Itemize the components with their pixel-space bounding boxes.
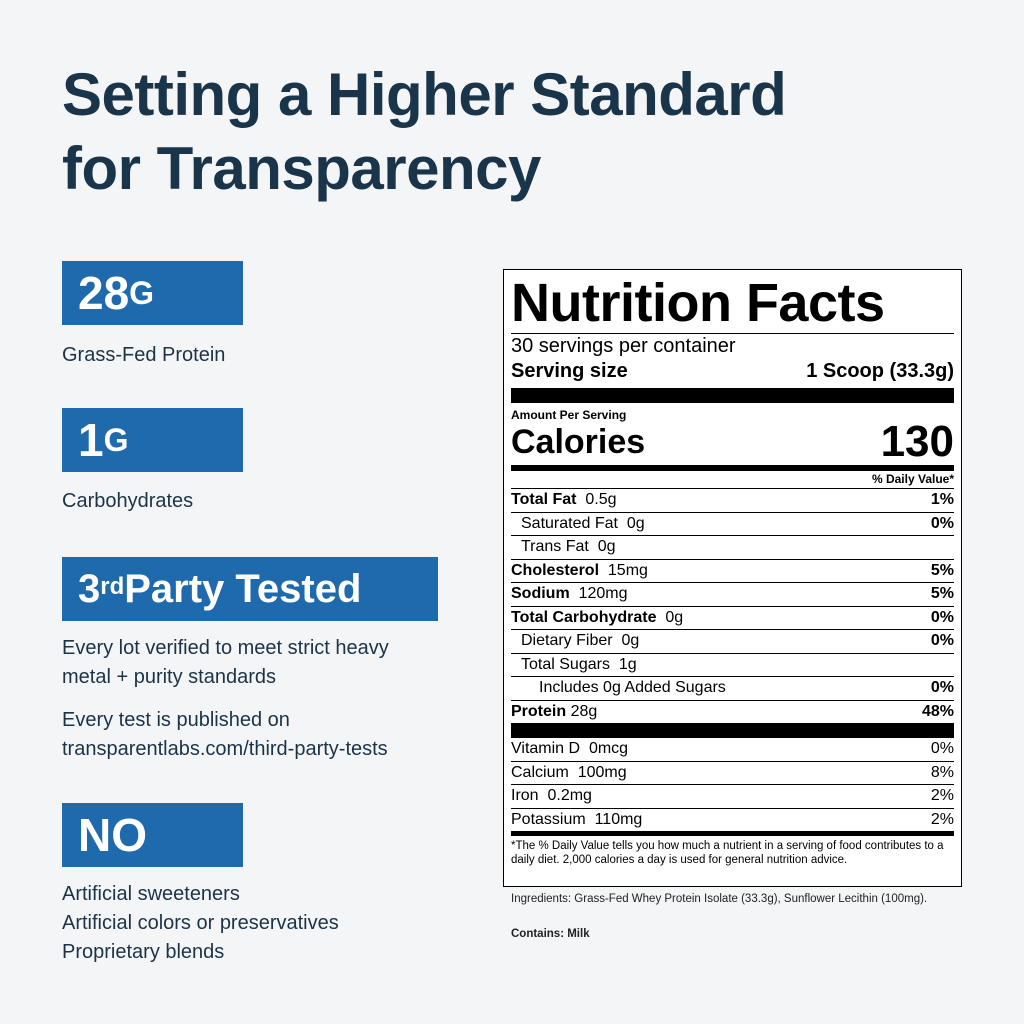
nutrient-dv: 48% bbox=[921, 702, 954, 720]
nutrient-dv: 1% bbox=[930, 491, 954, 508]
third-party-desc-line-1: Every lot verified to meet strict heavy bbox=[62, 637, 389, 659]
calories-label: Calories bbox=[511, 423, 646, 461]
serving-size-value: 1 Scoop (33.3g) bbox=[806, 360, 954, 382]
vitamin-name: Vitamin D bbox=[511, 740, 581, 757]
no-label: NO bbox=[78, 809, 147, 861]
nutrient-amount: 15mg bbox=[607, 561, 648, 579]
vitamin-amount: 110mg bbox=[594, 810, 643, 828]
servings-per-container: 30 servings per container bbox=[511, 335, 736, 357]
calories-value: 130 bbox=[880, 417, 954, 466]
vitamin-dv: 2% bbox=[930, 810, 954, 828]
daily-value-footnote: *The % Daily Value tells you how much a … bbox=[511, 840, 944, 866]
nutrient-amount: 0g bbox=[626, 514, 645, 532]
nutrient-amount: 120mg bbox=[578, 585, 628, 602]
third-party-label: Party Tested bbox=[124, 566, 362, 611]
nutrient-row: Sodium 120mg 5% bbox=[511, 582, 954, 606]
third-party-number: 3 bbox=[78, 566, 101, 611]
nutrient-name: Total Sugars bbox=[521, 655, 610, 673]
vitamin-name: Calcium bbox=[511, 763, 569, 781]
carbs-description: Carbohydrates bbox=[62, 490, 194, 512]
vitamin-row: Calcium 100mg 8% bbox=[511, 760, 954, 785]
no-list-item: Artificial sweeteners bbox=[62, 883, 240, 905]
nutrient-amount: 28g bbox=[570, 702, 598, 720]
third-party-desc-line-2: metal + purity standards bbox=[62, 666, 276, 688]
nutrient-row: Includes 0g Added Sugars 0% bbox=[511, 676, 954, 700]
vitamin-row: Potassium 110mg 2% bbox=[511, 807, 954, 832]
nutrient-amount: 1g bbox=[618, 655, 637, 673]
vitamin-dv: 8% bbox=[930, 763, 954, 781]
nutrient-name: Dietary Fiber bbox=[521, 632, 613, 649]
nutrient-amount: 0g bbox=[597, 538, 616, 555]
allergen-contains: Contains: Milk bbox=[511, 928, 590, 940]
thick-divider bbox=[511, 388, 954, 403]
vitamin-dv: 0% bbox=[930, 740, 954, 757]
protein-badge: 28 G bbox=[62, 261, 243, 325]
vitamin-name: Iron bbox=[511, 787, 539, 804]
nutrient-dv: 0% bbox=[930, 514, 954, 532]
nutrient-name: Trans Fat bbox=[521, 538, 589, 555]
nutrient-row: Total Fat 0.5g 1% bbox=[511, 488, 954, 512]
nutrient-row: Total Sugars 1g bbox=[511, 652, 954, 677]
nutrient-name: Total Carbohydrate bbox=[511, 608, 657, 626]
medium-divider bbox=[511, 831, 954, 836]
nutrient-name: Total Fat bbox=[511, 491, 577, 508]
nutrient-amount: 0g bbox=[621, 632, 640, 649]
protein-amount: 28 bbox=[78, 267, 130, 319]
no-list-item: Proprietary blends bbox=[62, 941, 225, 963]
nutrient-row: Trans Fat 0g bbox=[511, 535, 954, 559]
nutrient-dv: 0% bbox=[930, 632, 954, 649]
title-line-2: for Transparency bbox=[62, 135, 541, 202]
vitamin-row: Iron 0.2mg 2% bbox=[511, 784, 954, 808]
third-party-ordinal: rd bbox=[100, 573, 125, 600]
third-party-description: Every lot verified to meet strict heavy … bbox=[62, 634, 389, 692]
amount-per-serving: Amount Per Serving bbox=[511, 408, 627, 422]
vitamin-row: Vitamin D 0mcg 0% bbox=[511, 738, 954, 761]
nutrient-amount: 0g bbox=[665, 608, 684, 626]
vitamin-amount: 0.2mg bbox=[547, 787, 592, 804]
protein-unit: G bbox=[129, 274, 155, 311]
nutrient-dv: 0% bbox=[930, 679, 954, 696]
serving-size-row: Serving size 1 Scoop (33.3g) bbox=[511, 358, 954, 388]
page-title: Setting a Higher Standard for Transparen… bbox=[62, 58, 787, 206]
nutrient-row: Cholesterol 15mg 5% bbox=[511, 558, 954, 583]
third-party-desc-line-3: Every test is published on bbox=[62, 709, 290, 731]
vitamin-name: Potassium bbox=[511, 810, 586, 828]
nutrient-dv: 5% bbox=[930, 585, 954, 602]
nutrient-name: Includes 0g Added Sugars bbox=[539, 679, 726, 696]
nutrient-row: Protein 28g 48% bbox=[511, 699, 954, 724]
vitamin-amount: 0mcg bbox=[588, 740, 629, 757]
protein-description: Grass-Fed Protein bbox=[62, 344, 226, 366]
calories-row: Calories 130 bbox=[511, 417, 954, 466]
third-party-link-text: Every test is published on transparentla… bbox=[62, 706, 388, 764]
nutrition-facts-label: Nutrition Facts 30 servings per containe… bbox=[503, 269, 962, 887]
no-list-item: Artificial colors or preservatives bbox=[62, 912, 339, 934]
carbs-unit: G bbox=[103, 421, 129, 458]
thick-divider bbox=[511, 723, 954, 738]
nutrient-row: Saturated Fat 0g 0% bbox=[511, 511, 954, 536]
nutrient-name: Saturated Fat bbox=[521, 514, 618, 532]
third-party-url: transparentlabs.com/third-party-tests bbox=[62, 738, 388, 760]
daily-value-header: % Daily Value* bbox=[871, 472, 954, 486]
nutrient-dv: 0% bbox=[930, 608, 954, 626]
nutrient-dv: 5% bbox=[930, 561, 954, 579]
title-line-1: Setting a Higher Standard bbox=[62, 61, 787, 128]
vitamin-amount: 100mg bbox=[577, 763, 627, 781]
nutrient-name: Cholesterol bbox=[511, 561, 600, 579]
nutrient-row: Dietary Fiber 0g 0% bbox=[511, 629, 954, 653]
no-list: Artificial sweeteners Artificial colors … bbox=[62, 880, 339, 967]
nutrient-amount: 0.5g bbox=[585, 491, 617, 508]
serving-size-label: Serving size bbox=[511, 360, 628, 382]
nutrient-row: Total Carbohydrate 0g 0% bbox=[511, 605, 954, 630]
nutrient-name: Protein bbox=[511, 702, 567, 720]
no-badge: NO bbox=[62, 803, 243, 867]
nutrition-facts-title: Nutrition Facts bbox=[511, 273, 885, 333]
ingredients-text: Ingredients: Grass-Fed Whey Protein Isol… bbox=[511, 893, 928, 905]
medium-divider bbox=[511, 465, 954, 471]
nutrient-name: Sodium bbox=[511, 585, 570, 602]
carbs-amount: 1 bbox=[78, 414, 104, 466]
vitamin-dv: 2% bbox=[930, 787, 954, 804]
